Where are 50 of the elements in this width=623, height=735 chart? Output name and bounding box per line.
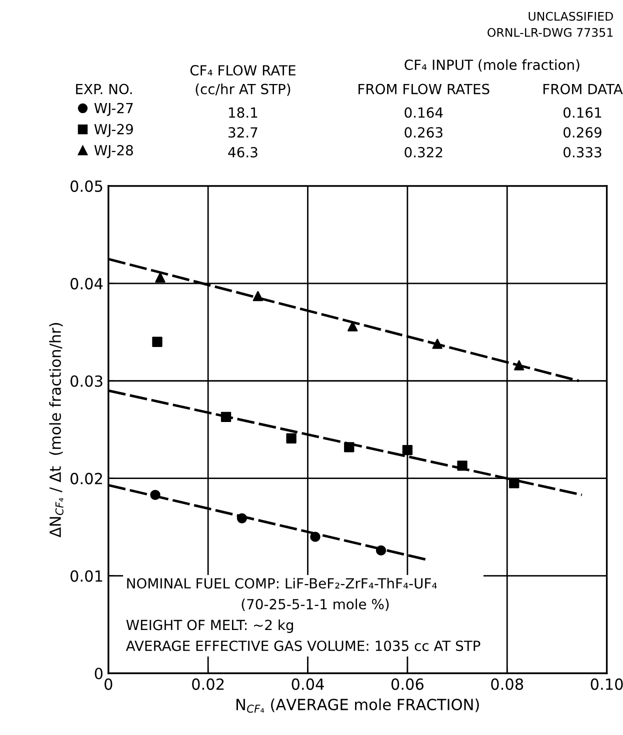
text: 0.322: [404, 146, 442, 158]
text: 0.333: [564, 146, 602, 158]
text: 18.1: [229, 107, 258, 118]
point: [509, 478, 520, 488]
legend-label: WJ-29: [94, 124, 133, 137]
text: EXP. NO.: [76, 84, 132, 94]
point: [152, 336, 162, 347]
text: 0.269: [564, 127, 602, 138]
legend-label: WJ-28: [94, 144, 133, 158]
text: UNCLASSIFIED: [528, 12, 613, 21]
y-tick-label: 0.03: [70, 375, 102, 387]
point: [402, 444, 413, 456]
point: [236, 513, 248, 524]
x-tick-label: 0: [104, 678, 112, 690]
text: CF₄ INPUT (mole fraction): [404, 59, 580, 72]
point: [344, 442, 354, 452]
y-tick-label: 0.04: [70, 278, 103, 290]
x-axis-title: N$_{CF₄}$ (AVERAGE mole FRACTION): [236, 698, 479, 713]
x-tick-label: 0.06: [391, 678, 424, 690]
text: ORNL-LR-DWG 77351: [488, 28, 613, 37]
text: FROM FLOW RATES: [358, 84, 490, 94]
y-tick-label: 0.02: [70, 472, 102, 484]
text: 46.3: [228, 146, 258, 158]
text: 0.263: [404, 127, 442, 138]
annotation: NOMINAL FUEL COMP: LiF-BeF₂-ZrF₄-ThF₄-UF₄ (70-25-5-1-1 mole %) WEIGHT OF MELT: ~2 kg AVERAGE EFFECTIVE GAS VOLUME: 1035 cc AT STP: [126, 578, 480, 652]
x-tick-label: 0.10: [590, 678, 623, 690]
text: 0.161: [564, 107, 602, 118]
point: [286, 433, 296, 444]
point: [150, 490, 160, 500]
point: [252, 291, 264, 302]
x-tick-label: 0.08: [491, 678, 524, 690]
point: [220, 412, 232, 422]
point: [457, 460, 468, 471]
x-tick-label: 0.04: [292, 678, 324, 690]
x-tick-label: 0.02: [192, 678, 224, 690]
point: [376, 545, 386, 556]
point: [310, 532, 320, 542]
text: FROM DATA: [543, 84, 623, 94]
point: [514, 360, 524, 370]
y-tick-label: 0: [94, 668, 103, 680]
text: CF₄ FLOW RATE (cc/hr AT STP): [190, 65, 296, 96]
legend-label: WJ-27: [94, 102, 133, 116]
point: [432, 338, 442, 349]
point: [348, 321, 358, 332]
y-tick-label: 0.05: [70, 180, 102, 192]
point: [155, 272, 166, 283]
y-tick-label: 0.01: [70, 570, 102, 582]
y-axis-title: ΔN$_{CF₄}$ / Δt (mole fraction/hr): [49, 323, 64, 538]
text: 0.164: [404, 107, 443, 118]
text: 32.7: [228, 127, 258, 138]
